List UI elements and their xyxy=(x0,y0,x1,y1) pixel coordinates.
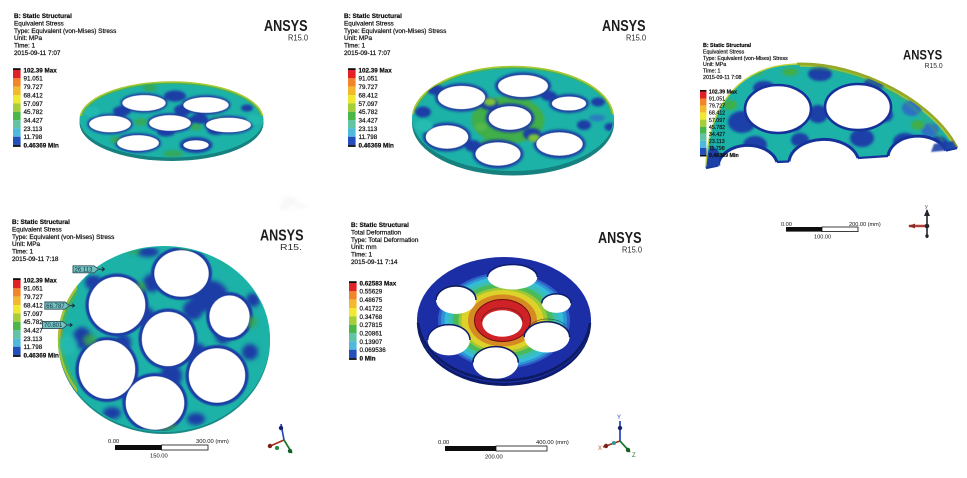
svg-text:Time: 1: Time: 1 xyxy=(703,69,721,75)
svg-text:2015-09-11 7:07: 2015-09-11 7:07 xyxy=(14,50,61,57)
svg-text:Equivalent Stress: Equivalent Stress xyxy=(12,226,62,233)
svg-text:B: Static Structural: B: Static Structural xyxy=(351,222,409,229)
svg-text:Type: Total Deformation: Type: Total Deformation xyxy=(351,237,419,244)
svg-text:ANSYS: ANSYS xyxy=(260,228,304,245)
svg-text:0.00: 0.00 xyxy=(781,222,792,228)
svg-text:100.00: 100.00 xyxy=(814,235,831,241)
svg-text:y: y xyxy=(925,204,928,210)
svg-text:Unit: MPa: Unit: MPa xyxy=(703,62,726,68)
svg-text:B: Static Structural: B: Static Structural xyxy=(14,13,72,20)
svg-text:Time: 1: Time: 1 xyxy=(344,43,366,50)
svg-text:Time: 1: Time: 1 xyxy=(351,252,373,259)
svg-text:2015-09-11 7:07: 2015-09-11 7:07 xyxy=(344,50,391,57)
svg-text:Unit: MPa: Unit: MPa xyxy=(12,241,41,248)
svg-text:Type: Equivalent (von-Mises) S: Type: Equivalent (von-Mises) Stress xyxy=(12,234,114,241)
svg-text:Equivalent Stress: Equivalent Stress xyxy=(703,49,745,55)
svg-text:2015-09-11 7:18: 2015-09-11 7:18 xyxy=(12,256,59,263)
svg-text:2015-09-11 7:08: 2015-09-11 7:08 xyxy=(703,75,742,81)
svg-text:200.00: 200.00 xyxy=(485,455,503,461)
svg-text:70.801: 70.801 xyxy=(44,323,63,329)
svg-text:150.00: 150.00 xyxy=(150,454,168,460)
svg-text:Type: Equivalent (von-Mises) S: Type: Equivalent (von-Mises) Stress xyxy=(703,56,788,62)
svg-text:0.00: 0.00 xyxy=(438,440,449,446)
svg-text:2015-09-11 7:14: 2015-09-11 7:14 xyxy=(351,259,398,266)
svg-text:300.00 (mm): 300.00 (mm) xyxy=(196,439,229,445)
svg-text:Total Deformation: Total Deformation xyxy=(351,229,402,236)
svg-text:B: Static Structural: B: Static Structural xyxy=(703,43,752,49)
svg-text:0.00: 0.00 xyxy=(108,439,119,445)
svg-text:R15.: R15. xyxy=(280,243,302,252)
svg-text:200.00 (mm): 200.00 (mm) xyxy=(849,222,881,228)
svg-text:Unit: mm: Unit: mm xyxy=(351,244,377,251)
svg-text:26.113: 26.113 xyxy=(75,267,94,273)
svg-text:Y: Y xyxy=(617,415,621,421)
svg-text:Time: 1: Time: 1 xyxy=(14,43,36,50)
svg-text:Z: Z xyxy=(632,453,636,459)
svg-text:B: Static Structural: B: Static Structural xyxy=(12,219,70,226)
svg-text:Equivalent Stress: Equivalent Stress xyxy=(14,20,64,27)
svg-text:Time: 1: Time: 1 xyxy=(12,249,34,256)
svg-text:Unit: MPa: Unit: MPa xyxy=(344,35,373,42)
svg-text:Type: Equivalent (von-Mises) S: Type: Equivalent (von-Mises) Stress xyxy=(344,28,446,35)
svg-text:X: X xyxy=(598,446,602,452)
svg-text:Equivalent Stress: Equivalent Stress xyxy=(344,20,394,27)
svg-text:Unit: MPa: Unit: MPa xyxy=(14,35,43,42)
svg-text:Type: Equivalent (von-Mises) S: Type: Equivalent (von-Mises) Stress xyxy=(14,28,116,35)
svg-text:400.00 (mm): 400.00 (mm) xyxy=(536,440,569,446)
svg-text:66.787: 66.787 xyxy=(46,304,65,310)
svg-text:B: Static Structural: B: Static Structural xyxy=(344,13,402,20)
